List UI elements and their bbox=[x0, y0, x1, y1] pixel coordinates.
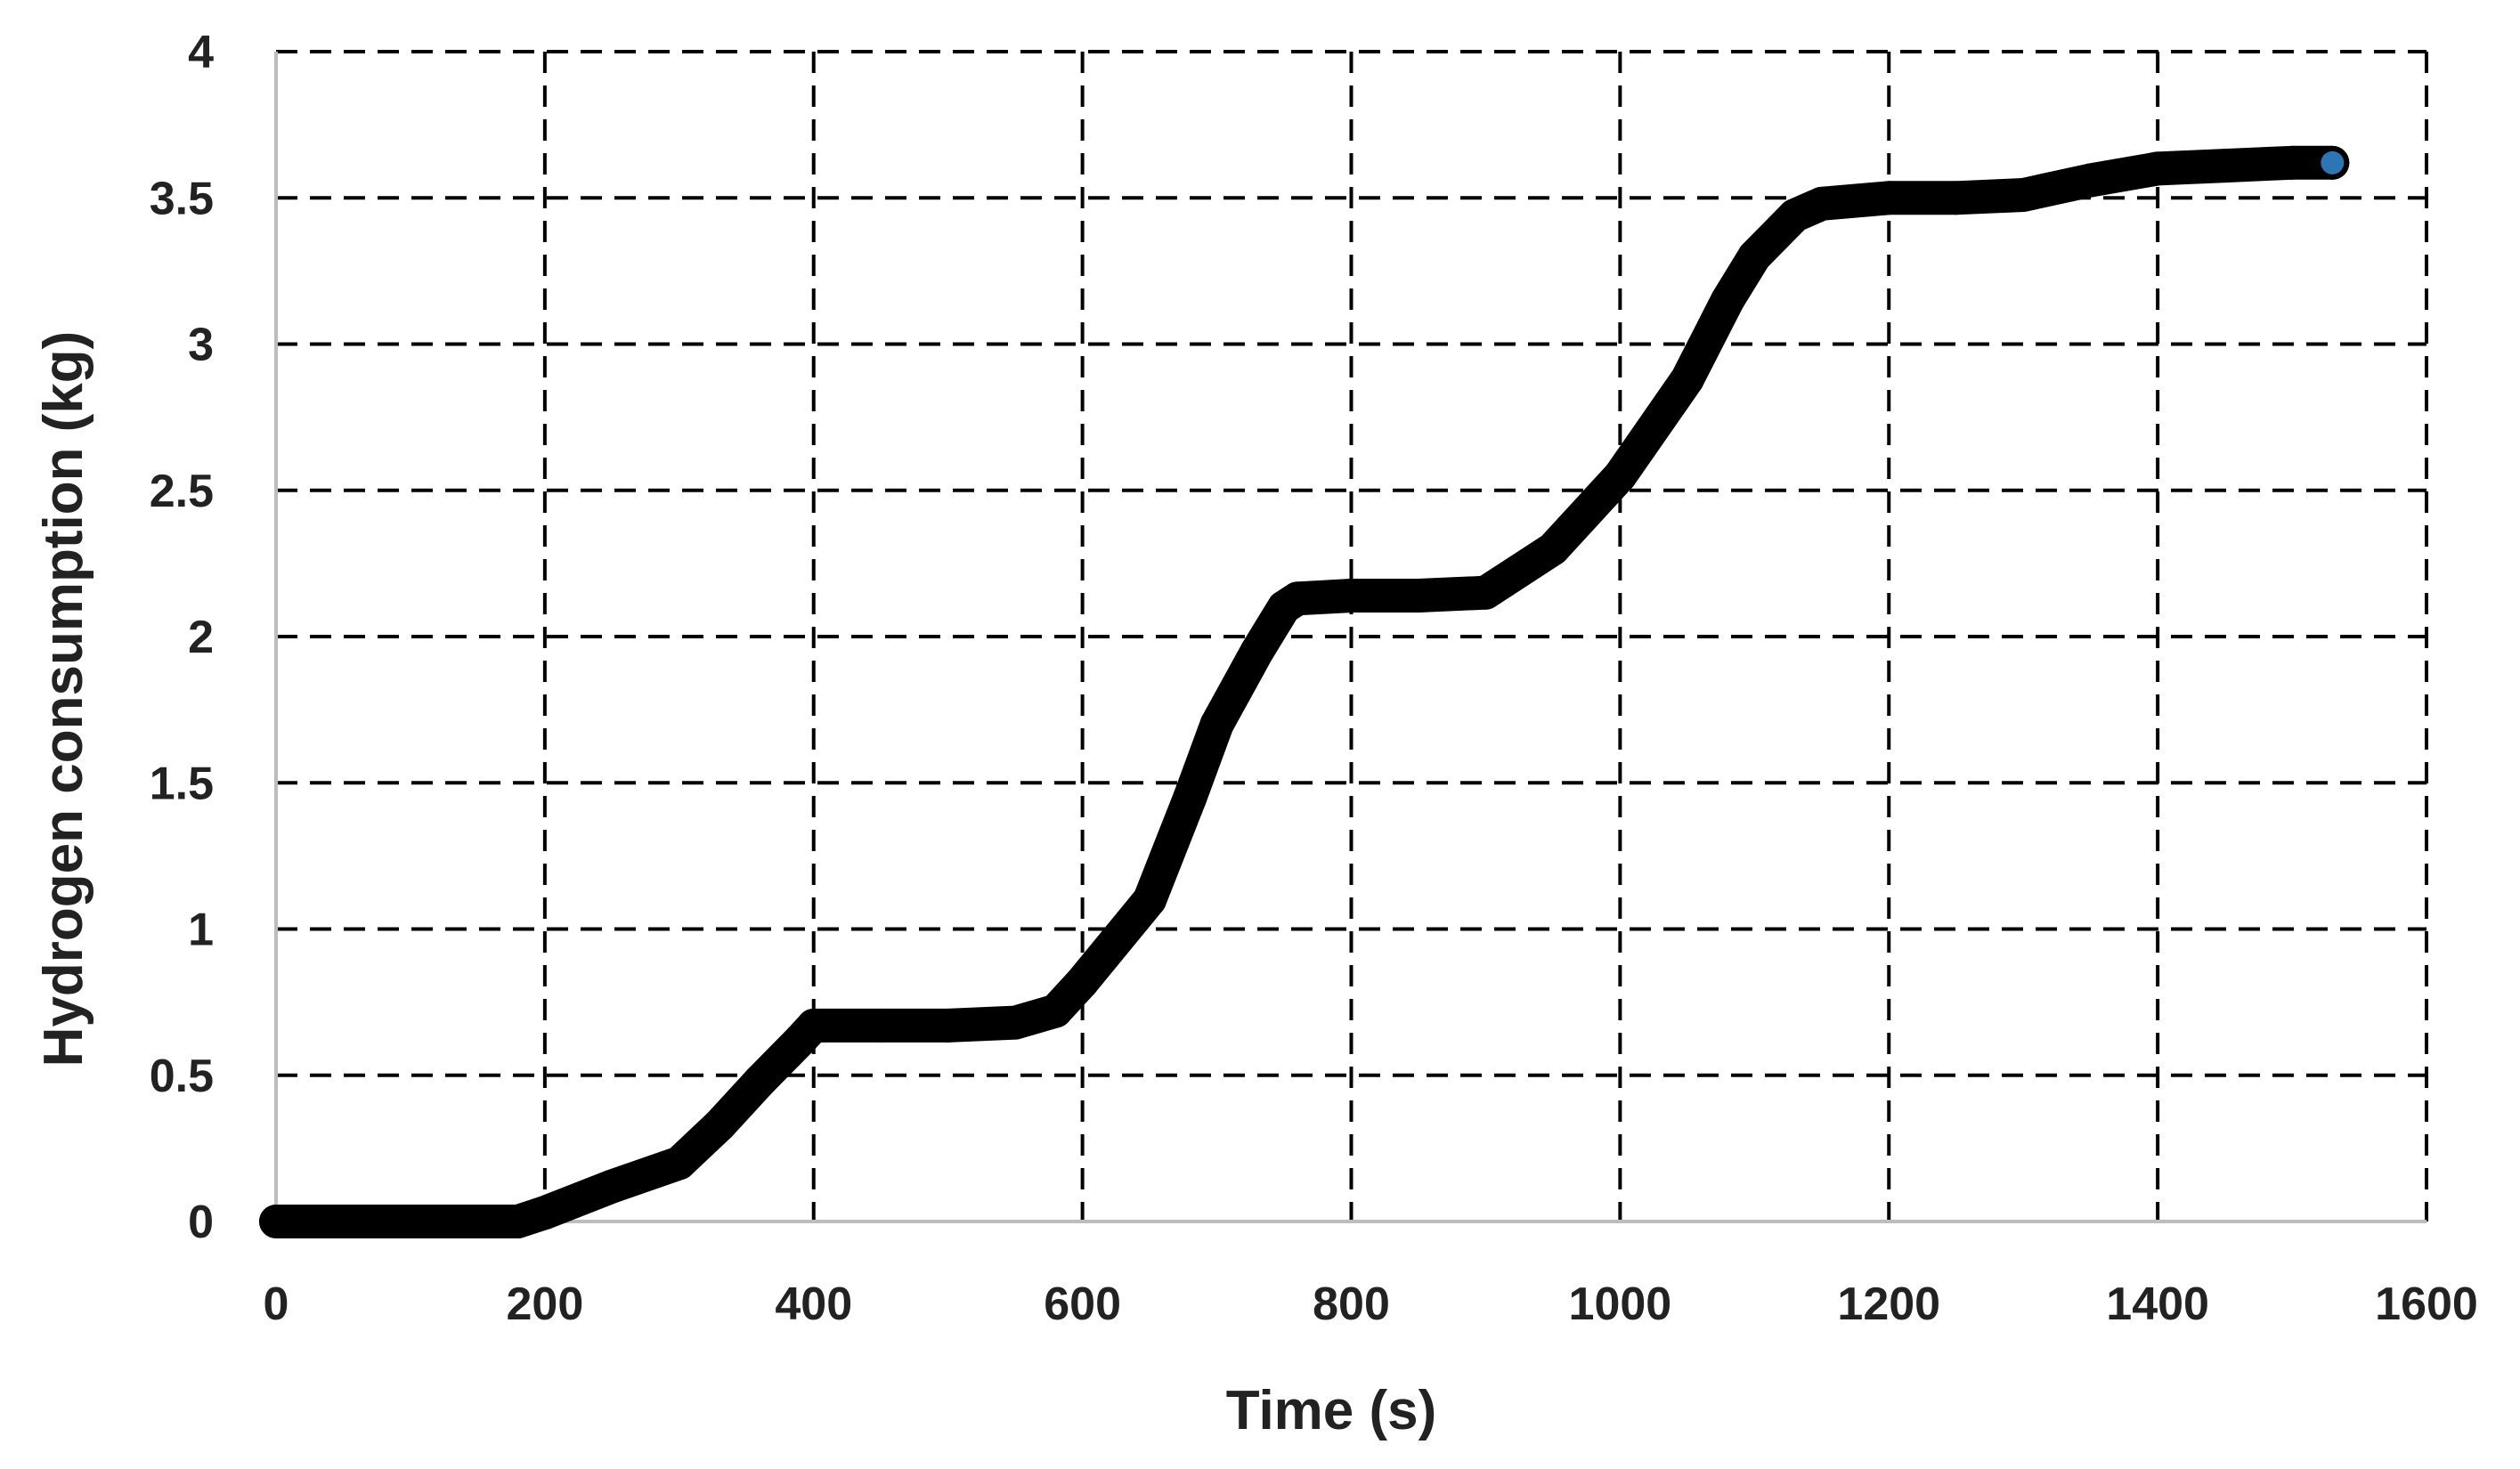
data-point bbox=[1065, 964, 1100, 999]
data-point bbox=[1737, 239, 1772, 273]
series bbox=[259, 145, 2350, 1238]
x-axis-title: Time (s) bbox=[1226, 1380, 1437, 1441]
y-tick-label: 2 bbox=[188, 612, 214, 663]
data-point bbox=[500, 1205, 535, 1238]
data-point bbox=[1280, 581, 1315, 616]
data-point bbox=[1173, 780, 1207, 815]
x-tick-label: 1600 bbox=[2375, 1278, 2478, 1330]
axes bbox=[274, 52, 2427, 1223]
grid bbox=[276, 50, 2428, 1221]
data-point bbox=[1872, 181, 1906, 215]
data-point bbox=[1670, 361, 1704, 396]
x-tick-label: 400 bbox=[775, 1278, 852, 1330]
data-point bbox=[1535, 532, 1570, 566]
data-point bbox=[1334, 579, 1369, 613]
data-point bbox=[1133, 882, 1167, 917]
series-line bbox=[259, 145, 2350, 1238]
data-point bbox=[1240, 634, 1274, 669]
y-tick-label: 3.5 bbox=[150, 173, 214, 224]
data-point bbox=[743, 1064, 777, 1099]
data-point bbox=[1804, 186, 1839, 221]
y-tick-label: 1 bbox=[188, 905, 214, 956]
y-axis-title: Hydrogen consumption (kg) bbox=[33, 331, 94, 1067]
y-tick-label: 1.5 bbox=[150, 758, 214, 809]
data-point bbox=[2006, 177, 2041, 212]
data-point bbox=[796, 1008, 831, 1043]
data-point bbox=[864, 1008, 898, 1043]
data-point bbox=[1711, 283, 1745, 318]
data-point bbox=[2141, 151, 2175, 186]
x-tick-label: 1200 bbox=[1837, 1278, 1940, 1330]
data-point bbox=[1199, 707, 1234, 742]
data-point bbox=[1603, 459, 1638, 493]
data-point bbox=[1777, 198, 1812, 232]
data-point bbox=[2073, 163, 2108, 198]
data-point bbox=[703, 1108, 737, 1142]
data-point bbox=[662, 1146, 696, 1181]
y-tick-label: 2.5 bbox=[150, 466, 214, 517]
x-tick-label: 1400 bbox=[2106, 1278, 2209, 1330]
data-point bbox=[1468, 575, 1503, 610]
data-point bbox=[998, 1005, 1033, 1040]
y-tick-label: 0 bbox=[188, 1197, 214, 1248]
data-point bbox=[1038, 994, 1073, 1028]
data-point bbox=[1401, 579, 1435, 613]
y-tick-label: 3 bbox=[188, 320, 214, 371]
x-tick-label: 600 bbox=[1044, 1278, 1121, 1330]
data-point bbox=[2207, 149, 2242, 183]
data-point bbox=[527, 1196, 562, 1230]
data-point bbox=[393, 1205, 427, 1238]
data-point bbox=[259, 1205, 293, 1238]
data-point bbox=[931, 1008, 965, 1043]
x-tick-label: 1000 bbox=[1569, 1278, 1672, 1330]
y-tick-label: 0.5 bbox=[150, 1051, 214, 1102]
data-point bbox=[2275, 145, 2310, 180]
x-tick-label: 800 bbox=[1313, 1278, 1390, 1330]
x-tick-label: 200 bbox=[506, 1278, 583, 1330]
data-point bbox=[595, 1169, 630, 1204]
tick-labels: 0 0.5 1 1.5 2 2.5 3 3.5 4 0 200 400 600 800 1000 1200 14… bbox=[150, 27, 2478, 1330]
end-point-marker bbox=[2321, 150, 2345, 174]
y-tick-label: 4 bbox=[188, 27, 214, 78]
x-tick-label: 0 bbox=[264, 1278, 289, 1330]
data-point bbox=[1939, 181, 1973, 215]
